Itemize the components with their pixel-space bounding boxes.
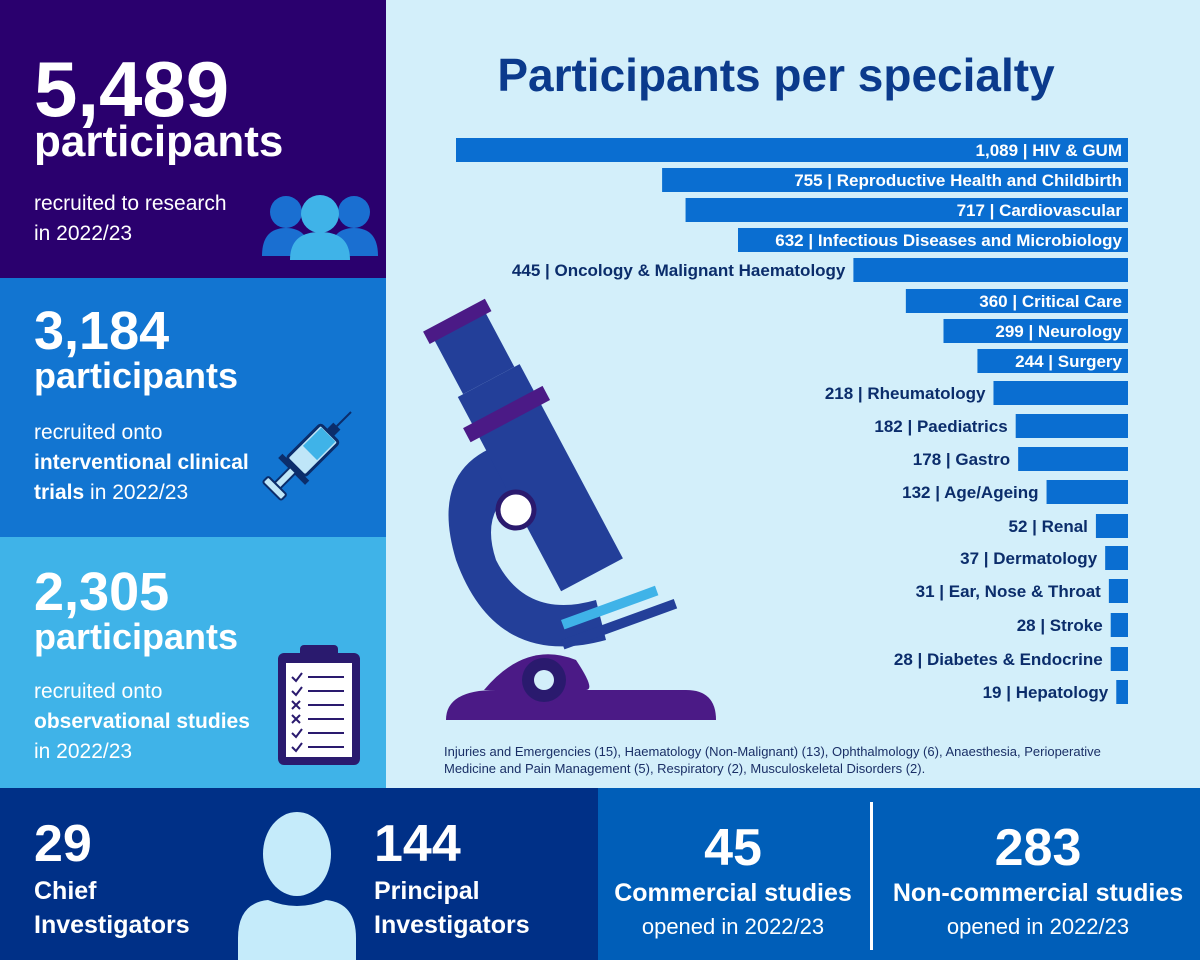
total-participants-text: recruited to research in 2022/23	[34, 192, 227, 245]
bar-label: 182 | Paediatrics	[874, 417, 1007, 436]
bar-label: 360 | Critical Care	[979, 292, 1122, 311]
bar-label: 299 | Neurology	[995, 322, 1122, 341]
bar-label: 755 | Reproductive Health and Childbirth	[794, 171, 1122, 190]
interventional-text: recruited onto interventional clinical t…	[34, 421, 249, 504]
observational-unit: participants	[34, 616, 239, 657]
bar	[1095, 514, 1128, 538]
commercial-studies-label: Commercial studies opened in 2022/23	[614, 879, 852, 939]
interventional-value: 3,184	[34, 301, 170, 361]
bar-label: 31 | Ear, Nose & Throat	[916, 582, 1102, 601]
bar-label: 632 | Infectious Diseases and Microbiolo…	[775, 231, 1122, 250]
principal-investigators-label: Principal Investigators	[374, 877, 530, 939]
bar-label: 28 | Diabetes & Endocrine	[894, 650, 1103, 669]
person-icon	[238, 812, 356, 960]
total-participants-panel: 5,489 participants recruited to research…	[0, 0, 386, 278]
bar	[1018, 447, 1128, 471]
bar	[1110, 647, 1128, 671]
bars-layer: 1,089 | HIV & GUM 755 | Reproductive Heal…	[456, 138, 1128, 704]
bar-label: 19 | Hepatology	[983, 683, 1109, 702]
bar	[456, 138, 1128, 162]
interventional-unit: participants	[34, 355, 239, 396]
bar	[1046, 480, 1128, 504]
bar	[905, 289, 1128, 313]
bar	[662, 168, 1128, 192]
bar	[1015, 414, 1128, 438]
bar	[853, 258, 1128, 282]
bar	[993, 381, 1128, 405]
noncommercial-studies-label: Non-commercial studies opened in 2022/23	[892, 879, 1184, 939]
bar	[738, 228, 1128, 252]
observational-text: recruited onto observational studies in …	[34, 680, 250, 763]
total-participants-unit: participants	[34, 117, 284, 166]
chief-investigators-label: Chief Investigators	[34, 877, 190, 939]
observational-value: 2,305	[34, 562, 170, 622]
studies-panel: 45 Commercial studies opened in 2022/23 …	[598, 788, 1200, 960]
bar	[977, 349, 1128, 373]
microscope-icon	[423, 298, 716, 720]
bar	[1116, 680, 1128, 704]
people-icon	[262, 195, 378, 260]
bar-label: 37 | Dermatology	[960, 549, 1098, 568]
chart-title: Participants per specialty	[497, 49, 1055, 101]
interventional-panel: 3,184 participants recruited onto interv…	[0, 278, 386, 537]
bar-chart: 1,089 | HIV & GUM 755 | Reproductive Heal…	[423, 138, 1128, 720]
bar-label: 218 | Rheumatology	[825, 384, 986, 403]
bar	[943, 319, 1128, 343]
bar	[685, 198, 1128, 222]
total-participants-value: 5,489	[34, 45, 230, 133]
clipboard-icon	[278, 645, 360, 765]
bar	[1110, 613, 1128, 637]
bar-label: 445 | Oncology & Malignant Haematology	[512, 261, 846, 280]
noncommercial-studies-value: 283	[994, 819, 1082, 877]
bar-label: 717 | Cardiovascular	[957, 201, 1123, 220]
investigators-panel: 29 Chief Investigators 144 Principal Inv…	[0, 788, 598, 960]
bar	[1108, 579, 1128, 603]
bar	[1105, 546, 1128, 570]
commercial-studies-value: 45	[704, 819, 762, 877]
principal-investigators-value: 144	[374, 815, 461, 873]
chart-area: Participants per specialty 1,089 | HIV &…	[386, 0, 1200, 788]
bar-label: 52 | Renal	[1009, 517, 1088, 536]
bar-label: 1,089 | HIV & GUM	[976, 141, 1122, 160]
chief-investigators-value: 29	[34, 815, 92, 873]
bar-label: 132 | Age/Ageing	[902, 483, 1038, 502]
chart-footnote: Injuries and Emergencies (15), Haematolo…	[444, 744, 1101, 776]
bar-label: 178 | Gastro	[913, 450, 1010, 469]
bar-label: 28 | Stroke	[1017, 616, 1103, 635]
studies-divider	[870, 802, 873, 950]
observational-panel: 2,305 participants recruited onto observ…	[0, 537, 386, 788]
syringe-icon	[262, 411, 352, 501]
bar-label: 244 | Surgery	[1015, 352, 1122, 371]
